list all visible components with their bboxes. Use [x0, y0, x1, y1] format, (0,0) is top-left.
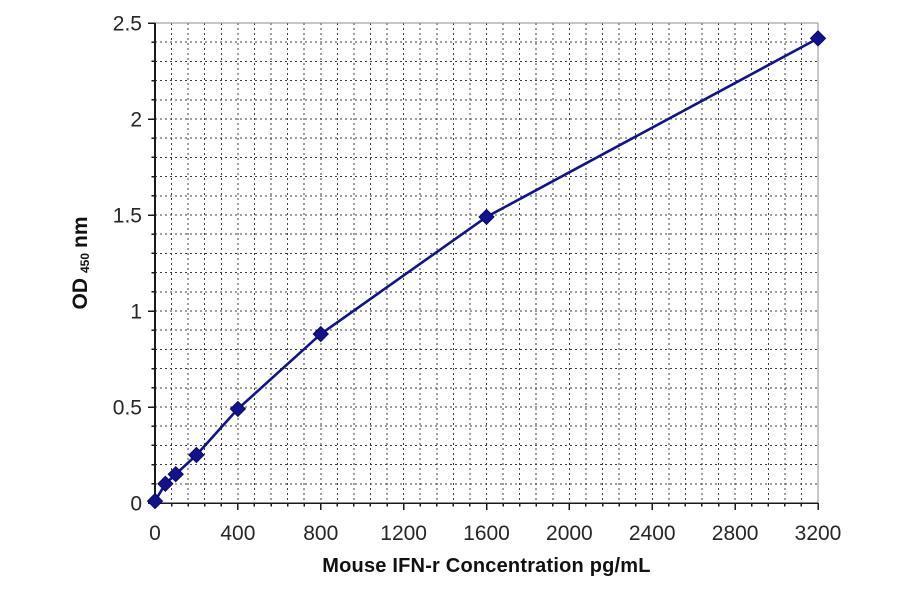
y-tick-label: 2.5 — [113, 13, 142, 36]
data-point-marker — [167, 465, 184, 483]
x-tick-label: 3200 — [795, 522, 842, 545]
y-tick-label: 0.5 — [113, 397, 142, 420]
x-tick-label: 1600 — [463, 522, 510, 545]
y-tick-label: 1.5 — [113, 205, 142, 228]
x-axis-title: Mouse IFN-r Concentration pg/mL — [322, 555, 651, 577]
y-axis-title-od: OD — [69, 278, 92, 310]
y-axis-title: OD 450 nm — [69, 216, 93, 309]
y-tick-label: 2 — [130, 109, 142, 132]
y-axis-title-450-subscript: 450 — [78, 252, 92, 274]
y-tick-label: 1 — [130, 301, 142, 324]
data-point-marker — [229, 400, 247, 418]
x-tick-label: 1200 — [380, 522, 427, 545]
x-tick-label: 2800 — [712, 522, 759, 545]
data-point-marker — [809, 30, 827, 47]
y-tick-label: 0 — [130, 493, 142, 516]
x-tick-label: 400 — [220, 522, 255, 545]
data-point-marker — [146, 492, 164, 510]
x-tick-label: 800 — [303, 522, 338, 545]
x-tick-label: 0 — [149, 522, 161, 545]
data-point-marker — [157, 475, 174, 493]
data-point-marker — [188, 446, 205, 464]
y-axis-title-nm: nm — [69, 216, 92, 248]
x-tick-label: 2000 — [546, 522, 593, 545]
data-point-marker — [312, 325, 329, 343]
data-point-marker — [478, 208, 495, 226]
x-tick-label: 2400 — [629, 522, 676, 545]
